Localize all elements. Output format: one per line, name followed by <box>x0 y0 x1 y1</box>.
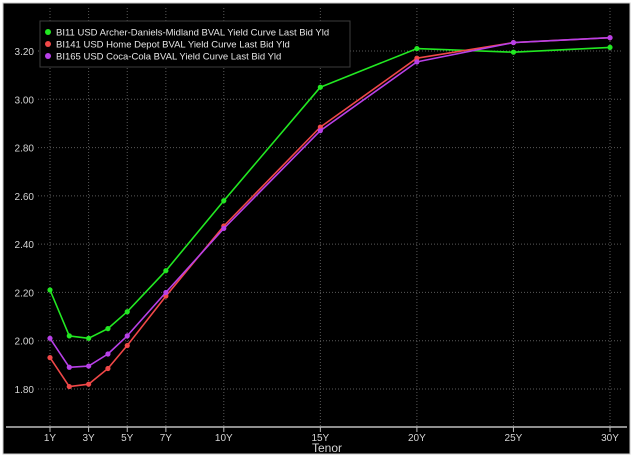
data-point <box>66 333 72 339</box>
legend-box <box>39 20 351 68</box>
data-point <box>414 59 420 65</box>
data-point <box>163 289 169 296</box>
data-point <box>607 44 613 50</box>
legend-label: BI165 USD Coca-Cola BVAL Yield Curve Las… <box>56 52 281 63</box>
x-tick-label: 1Y <box>44 433 57 444</box>
data-point <box>607 35 613 41</box>
x-tick-label: 10Y <box>215 433 233 444</box>
legend-swatch <box>45 29 51 35</box>
data-point <box>47 287 53 293</box>
x-tick-label: 5Y <box>121 433 134 444</box>
y-tick-label: 3.00 <box>15 95 35 106</box>
data-point <box>124 333 130 339</box>
x-tick-label: 25Y <box>505 433 523 444</box>
plot-area <box>38 8 622 426</box>
data-point <box>105 326 111 332</box>
legend: BI11 USD Archer-Daniels-Midland BVAL Yie… <box>39 20 351 68</box>
x-tick-label: 3Y <box>83 433 96 444</box>
data-point <box>86 335 92 341</box>
data-point <box>47 335 53 341</box>
data-point <box>105 351 111 357</box>
data-point <box>317 84 323 90</box>
data-point <box>86 363 92 369</box>
x-tick-label: 30Y <box>601 433 619 444</box>
data-point <box>47 355 53 361</box>
y-tick-label: 2.20 <box>15 288 35 299</box>
data-point <box>124 309 130 315</box>
legend-label: BI11 USD Archer-Daniels-Midland BVAL Yie… <box>56 28 329 39</box>
data-point <box>221 225 227 232</box>
x-tick-label: 20Y <box>408 433 426 444</box>
data-point <box>66 364 72 370</box>
y-axis-ticks: 1.80 2.00 2.20 2.40 2.60 2.80 3.00 3.20 <box>15 47 35 396</box>
y-tick-label: 2.80 <box>15 144 35 155</box>
y-tick-label: 2.00 <box>15 337 35 348</box>
y-tick-label: 3.20 <box>15 47 35 58</box>
x-axis-label: Tenor <box>312 441 342 455</box>
legend-swatch <box>45 53 51 59</box>
data-point <box>163 268 169 274</box>
data-point <box>317 124 323 130</box>
data-point <box>317 128 323 134</box>
data-point <box>124 342 130 349</box>
data-point <box>66 383 72 390</box>
series-3 <box>47 35 613 370</box>
data-point <box>105 365 111 372</box>
x-axis-ticks: 1Y 3Y 5Y 7Y 10Y 15Y 20Y 25Y 30Y <box>44 427 619 444</box>
x-tick-label: 7Y <box>160 433 173 444</box>
data-point <box>86 381 92 387</box>
y-tick-label: 2.60 <box>15 192 35 203</box>
legend-label: BI141 USD Home Depot BVAL Yield Curve La… <box>56 40 290 51</box>
y-tick-label: 1.80 <box>15 385 35 396</box>
x-tick-label: 15Y <box>311 433 329 444</box>
series-1 <box>47 44 613 341</box>
data-point <box>510 49 517 55</box>
data-point <box>221 198 227 204</box>
y-tick-label: 2.40 <box>15 240 35 251</box>
legend-swatch <box>45 41 51 47</box>
series-group <box>47 35 613 390</box>
data-point <box>510 39 517 46</box>
data-point <box>414 45 420 52</box>
data-point <box>414 55 420 61</box>
